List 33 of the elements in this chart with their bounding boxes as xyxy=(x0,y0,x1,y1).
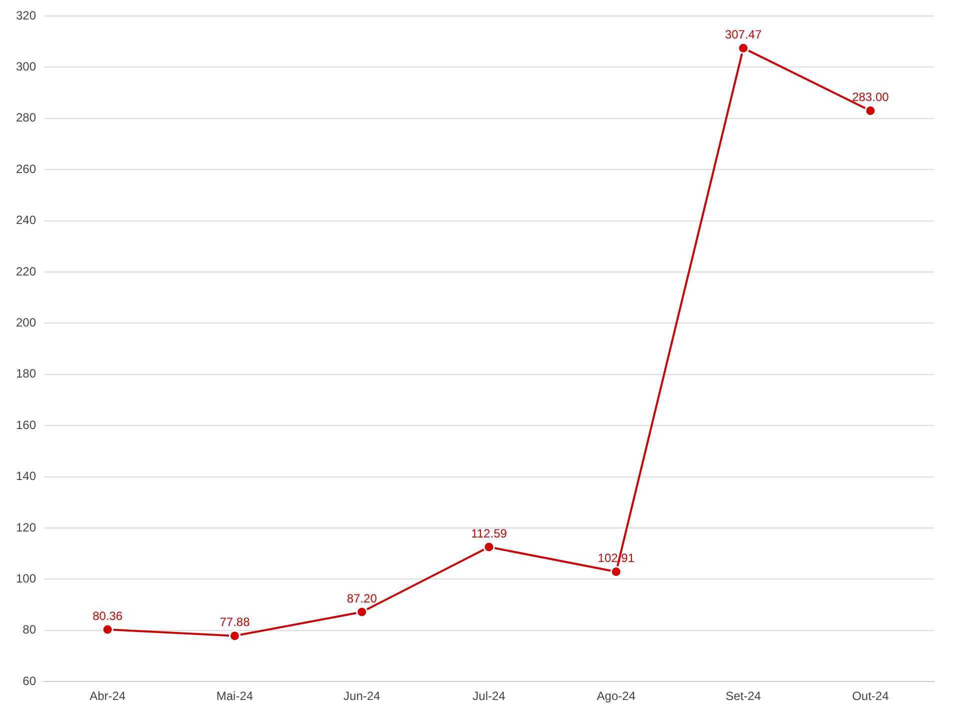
x-tick-label: Jun-24 xyxy=(344,689,381,704)
y-tick-label: 300 xyxy=(16,60,36,74)
y-tick-label: 280 xyxy=(16,110,36,125)
y-tick-label: 80 xyxy=(22,622,36,637)
x-tick-label: Set-24 xyxy=(726,689,762,704)
x-tick-label: Jul-24 xyxy=(472,689,506,704)
point xyxy=(738,42,750,54)
data-label: 77.88 xyxy=(220,615,250,630)
x-tick-label: Out-24 xyxy=(852,689,890,704)
point xyxy=(483,541,495,553)
y-tick-label: 140 xyxy=(16,469,36,484)
x-tick-label: Abr-24 xyxy=(90,689,126,704)
data-label: 307.47 xyxy=(724,27,762,42)
data-label: 87.20 xyxy=(346,591,378,606)
y-tick-label: 180 xyxy=(16,366,36,381)
y-tick-label: 160 xyxy=(16,418,36,432)
y-tick-label: 60 xyxy=(22,674,36,688)
y-tick-label: 200 xyxy=(16,316,36,330)
data-label: 283.00 xyxy=(852,90,890,104)
x-tick-label: Mai-24 xyxy=(216,689,254,704)
x-tick-label: Ago-24 xyxy=(596,689,636,704)
point xyxy=(102,624,114,636)
y-tick-label: 260 xyxy=(16,162,36,176)
point xyxy=(356,606,368,618)
y-tick-label: 320 xyxy=(16,8,36,22)
y-tick-label: 120 xyxy=(16,520,36,534)
point xyxy=(228,630,240,642)
y-tick-label: 220 xyxy=(16,264,36,278)
point xyxy=(610,566,622,578)
y-tick-label: 100 xyxy=(16,572,36,586)
data-label: 80.36 xyxy=(92,608,123,623)
data-label: 112.59 xyxy=(471,526,508,540)
y-tick-label: 240 xyxy=(16,213,36,228)
